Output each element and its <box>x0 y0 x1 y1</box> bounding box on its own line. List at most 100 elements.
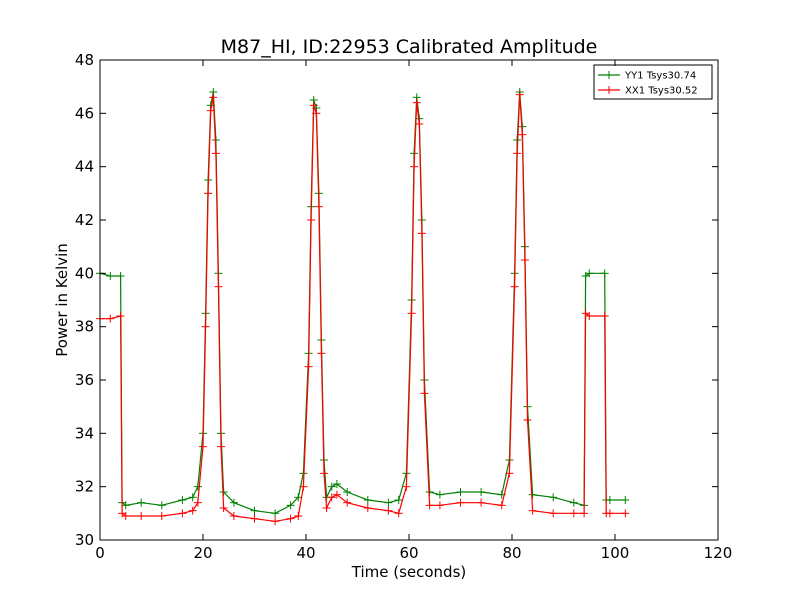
data-point <box>116 272 125 280</box>
series-line-1 <box>100 94 626 522</box>
data-point <box>286 514 295 523</box>
data-point <box>605 496 614 504</box>
plot-area <box>96 88 630 526</box>
data-point <box>585 312 594 320</box>
data-point <box>384 498 393 507</box>
data-point <box>322 504 331 512</box>
data-point <box>407 309 416 318</box>
data-point <box>229 498 238 507</box>
data-point <box>304 362 313 371</box>
data-point <box>435 490 444 499</box>
data-point <box>188 493 197 502</box>
data-point <box>193 498 202 507</box>
data-point <box>497 501 506 510</box>
data-point <box>412 98 421 107</box>
data-point <box>299 482 308 491</box>
data-point <box>605 509 614 518</box>
data-point <box>510 282 519 291</box>
data-point <box>600 312 609 320</box>
y-tick-label: 46 <box>75 104 94 122</box>
data-point <box>513 149 522 158</box>
x-tick-label: 120 <box>704 544 733 562</box>
data-point <box>217 442 226 451</box>
data-point <box>314 202 323 211</box>
legend-box <box>593 64 713 100</box>
data-point <box>528 506 537 515</box>
data-point <box>417 229 426 238</box>
data-point <box>402 482 411 491</box>
legend-label: XX1 Tsys30.52 <box>625 86 698 97</box>
data-point <box>286 501 295 510</box>
data-point <box>229 512 238 520</box>
data-point <box>204 189 213 198</box>
data-point <box>188 506 197 515</box>
data-point <box>621 496 630 504</box>
data-point <box>294 512 303 520</box>
data-point <box>394 509 403 518</box>
y-tick-label: 44 <box>75 158 94 176</box>
data-point <box>121 512 130 520</box>
data-point <box>549 493 558 502</box>
y-tick-label: 42 <box>75 211 94 229</box>
data-point <box>528 490 537 499</box>
data-point <box>621 509 630 518</box>
data-point <box>178 509 187 518</box>
y-tick-label: 38 <box>75 318 94 336</box>
data-point <box>201 322 210 331</box>
data-point <box>317 349 326 358</box>
x-tick-label: 80 <box>502 544 521 562</box>
data-point <box>569 498 578 507</box>
data-point <box>569 509 578 518</box>
chart-title: M87_HI, ID:22953 Calibrated Amplitude <box>221 36 598 58</box>
data-point <box>211 149 220 158</box>
y-tick-label: 32 <box>75 478 94 496</box>
data-point <box>520 256 529 264</box>
data-point <box>121 501 130 510</box>
data-point <box>363 496 372 504</box>
legend: YY1 Tsys30.74 XX1 Tsys30.52 <box>593 64 713 100</box>
data-point <box>410 162 419 171</box>
data-point <box>456 498 465 507</box>
data-point <box>518 130 527 139</box>
data-point <box>327 482 336 491</box>
data-point <box>332 480 341 488</box>
data-point <box>420 389 429 398</box>
data-point <box>585 269 594 278</box>
data-point <box>415 120 424 128</box>
data-point <box>505 469 514 478</box>
data-point <box>477 498 486 507</box>
x-tick-label: 60 <box>399 544 418 562</box>
data-point <box>394 496 403 504</box>
data-point <box>580 509 589 518</box>
data-point <box>214 282 223 291</box>
y-tick-label: 30 <box>75 531 94 549</box>
data-point <box>219 504 228 512</box>
data-point <box>199 442 207 451</box>
data-point <box>312 109 321 118</box>
data-point <box>206 106 215 115</box>
x-tick-label: 100 <box>601 544 630 562</box>
data-point <box>425 501 434 510</box>
data-point <box>157 501 166 510</box>
legend-label: YY1 Tsys30.74 <box>624 71 696 82</box>
data-point <box>332 490 341 499</box>
data-point <box>178 496 187 504</box>
data-point <box>307 216 316 224</box>
data-point <box>209 93 218 102</box>
y-tick-label: 34 <box>75 424 94 442</box>
data-point <box>271 517 280 526</box>
x-tick-label: 0 <box>95 544 105 562</box>
data-point <box>343 488 352 496</box>
x-tick-label: 20 <box>193 544 212 562</box>
data-point <box>549 509 558 518</box>
data-point <box>327 493 336 502</box>
legend-entry: YY1 Tsys30.74 <box>598 71 696 82</box>
data-point <box>271 509 280 518</box>
x-axis-title: Time (seconds) <box>351 563 467 581</box>
x-tick-label: 40 <box>296 544 315 562</box>
data-point <box>435 501 444 510</box>
data-point <box>363 504 372 512</box>
y-tick-label: 40 <box>75 264 94 282</box>
data-point <box>116 312 125 320</box>
data-point <box>309 101 318 110</box>
